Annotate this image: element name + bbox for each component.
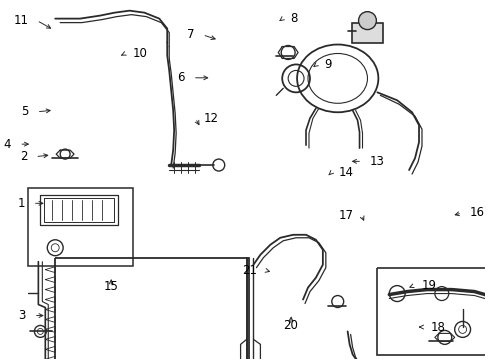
Text: 13: 13 (369, 155, 384, 168)
Text: 16: 16 (469, 207, 484, 220)
Text: 20: 20 (283, 319, 297, 332)
Text: 5: 5 (21, 105, 29, 118)
Text: 1: 1 (18, 197, 25, 210)
Text: 15: 15 (103, 280, 119, 293)
Bar (351, 23, 383, 42)
Text: 18: 18 (430, 320, 445, 333)
Text: 8: 8 (290, 12, 297, 25)
Text: 10: 10 (132, 47, 147, 60)
Bar (377, 268, 488, 355)
Text: 12: 12 (203, 112, 218, 125)
Circle shape (358, 12, 376, 30)
Text: 2: 2 (20, 150, 27, 163)
Text: 14: 14 (338, 166, 353, 179)
Text: 17: 17 (338, 209, 353, 222)
Text: 3: 3 (19, 309, 26, 322)
Text: 6: 6 (177, 71, 184, 84)
Bar (55, 258, 248, 360)
Text: 11: 11 (14, 14, 29, 27)
Text: 4: 4 (4, 138, 11, 150)
Text: 7: 7 (187, 28, 194, 41)
Text: 19: 19 (421, 279, 436, 292)
Text: 21: 21 (242, 264, 257, 277)
Bar (28, 188, 132, 266)
Text: 9: 9 (324, 58, 331, 71)
